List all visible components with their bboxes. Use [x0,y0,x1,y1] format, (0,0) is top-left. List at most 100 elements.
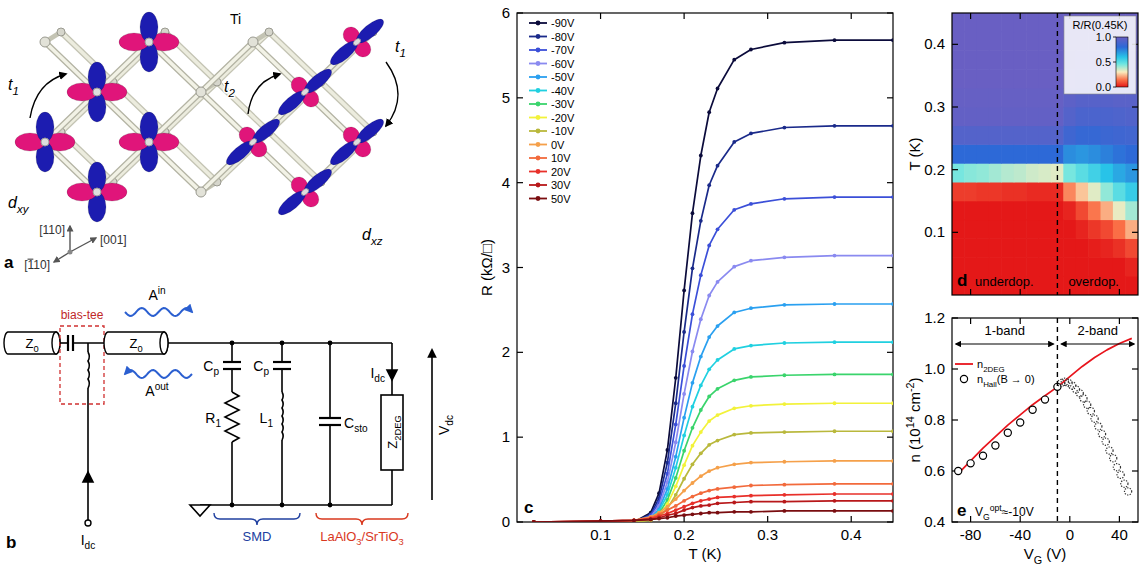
heat-cell [1125,238,1138,257]
heat-cell [1063,163,1076,182]
text-run: Hall [983,380,997,389]
text-run: dc [444,415,455,426]
y-tick [517,182,523,183]
point [891,38,893,42]
cable-label: Z0 [25,336,38,354]
colorbar-tick-label: 0.0 [1096,81,1111,93]
point [682,477,686,481]
heat-cell [1026,144,1039,163]
point [732,265,736,269]
heat-cell [964,220,977,239]
point [649,517,653,521]
bond [269,132,321,182]
point [707,294,711,298]
point [891,509,893,513]
heat-cell [952,144,965,163]
annotation: underdop. [975,274,1034,289]
orbital-lobe [301,165,335,196]
point [1121,480,1128,487]
wire [200,504,392,506]
point [782,197,786,201]
point [891,499,893,503]
x-tick [970,516,971,522]
inductor [282,392,283,440]
point [532,520,536,522]
point [707,489,711,493]
legend-label: 30V [551,179,571,191]
text-run: xz [370,235,383,247]
direction-arrow [54,252,70,262]
heat-cell [977,238,990,257]
point [891,340,893,344]
point [682,489,686,493]
heat-cell [1026,13,1039,32]
heat-cell [977,32,990,51]
direction-label: [001] [100,233,127,247]
point [674,476,678,480]
plot-frame [517,13,893,522]
orbital-lobe [223,137,257,168]
heat-cell [989,238,1002,257]
text-run: out [155,381,169,392]
heat-cell [952,201,965,220]
heat-cell [1088,107,1101,126]
colorbar-tick [1113,37,1116,38]
heat-cell [1063,107,1076,126]
atom [248,37,258,47]
point [833,482,837,486]
x-tick [767,13,768,19]
legend-label: -60V [551,58,575,70]
heat-cell [1076,107,1089,126]
point [891,302,893,306]
component-label: L1 [260,410,274,429]
heat-cell [964,13,977,32]
y-tick-label: 1.2 [924,309,945,326]
heat-cell [1076,220,1089,239]
point [532,520,536,522]
text-run: p [263,366,269,377]
text-run: V [975,505,983,519]
current-arrow [83,472,93,482]
y-tick [517,437,523,438]
heat-cell [1039,50,1052,69]
text-run: C [344,415,354,431]
y-tick-label: 2 [502,343,510,360]
figure: 0.10.20.30.40123456T (K)R (kΩ/□)-90V-80V… [0,0,1146,566]
point [532,520,536,522]
point [691,481,695,485]
heat-cell [1001,50,1014,69]
heat-cell [1026,163,1039,182]
bond [165,82,217,132]
point [674,508,678,512]
heat-cell [989,220,1002,239]
text-run: 2 [227,87,235,99]
legend-marker [536,21,541,26]
point [691,426,695,430]
heat-cell [1001,107,1014,126]
heat-cell [1063,220,1076,239]
point [699,273,703,277]
point [649,518,653,522]
point [732,378,736,382]
heat-cell [1125,163,1138,182]
heat-cell [952,182,965,201]
heat-cell [1076,126,1089,145]
point [699,451,703,455]
text-run: R [205,410,215,426]
x-tick [1020,289,1021,295]
x-tick-label: -40 [1009,526,1031,543]
y-tick [952,232,958,233]
legend-marker [536,129,541,134]
text-run: 0 [33,344,38,354]
bias-tee-label: bias-tee [61,308,104,322]
legend-marker [536,142,541,147]
orbital-lobe [353,115,387,146]
y-tick [517,521,523,522]
terminal [85,520,91,526]
point [782,126,786,130]
point [691,462,695,466]
legend-label: -80V [551,31,575,43]
point [749,375,753,379]
heat-cell [1039,126,1052,145]
atom [300,88,309,97]
